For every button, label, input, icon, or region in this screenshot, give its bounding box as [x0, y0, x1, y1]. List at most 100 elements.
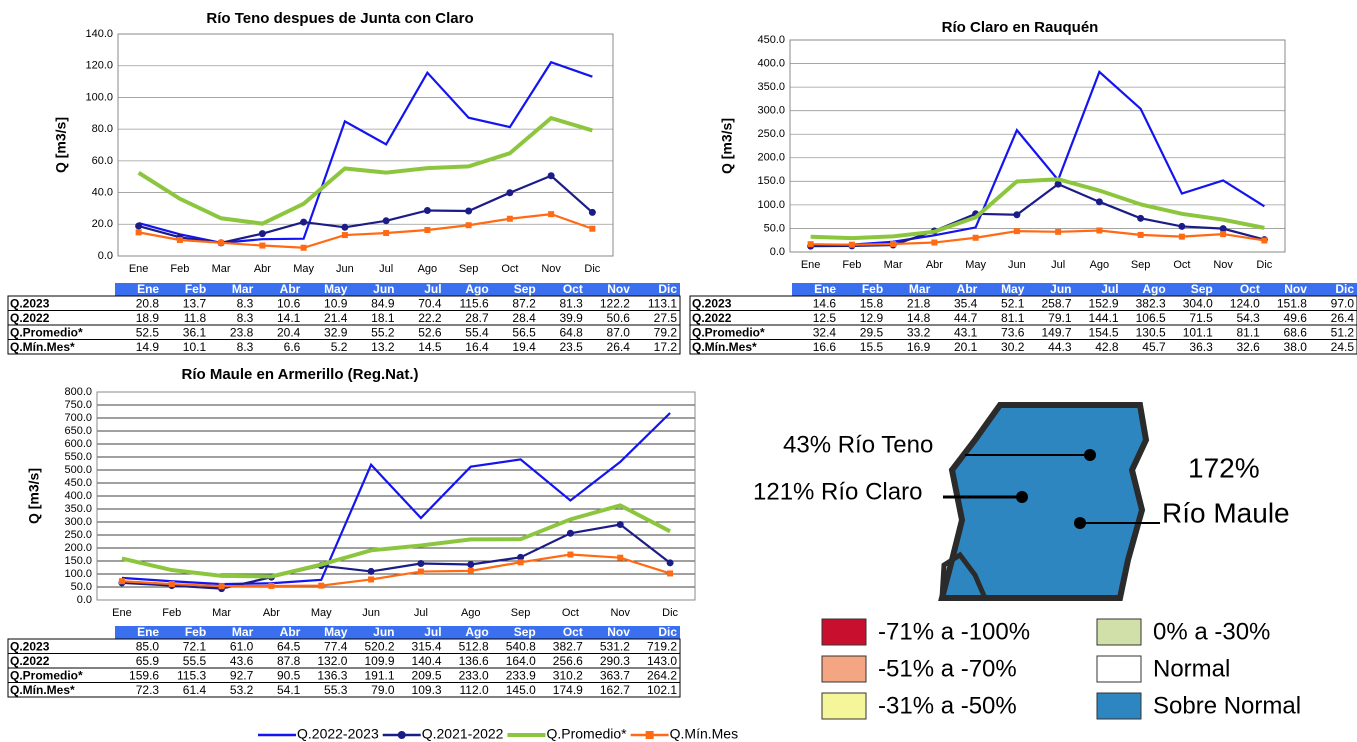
table-cell: 87.2 — [512, 296, 536, 310]
class-label: 0% a -30% — [1153, 618, 1270, 645]
table-cell: 382.7 — [553, 639, 583, 653]
point-marker — [424, 226, 431, 233]
table-cell: 97.0 — [1331, 296, 1355, 310]
table-cell: 72.1 — [183, 639, 207, 653]
table-header-cell: Mar — [232, 625, 254, 639]
series-line — [121, 412, 671, 586]
table-cell: 56.5 — [512, 325, 536, 339]
table-cell: 174.9 — [553, 683, 583, 697]
point-marker — [168, 581, 175, 588]
point-marker — [1095, 198, 1103, 206]
table-header-cell: Sep — [514, 282, 536, 296]
table-cell: 20.8 — [136, 296, 160, 310]
point-marker — [218, 239, 225, 246]
y-tick-label: 600.0 — [64, 438, 92, 450]
table-cell: 256.6 — [553, 654, 583, 668]
table-cell: 10.9 — [324, 296, 348, 310]
table-row-label: Q.2022 — [692, 311, 732, 325]
table-row — [7, 339, 681, 355]
table-cell: 8.3 — [237, 296, 254, 310]
table-cell: 109.9 — [364, 654, 394, 668]
x-tick-label: Jul — [1051, 259, 1065, 271]
table-cell: 81.1 — [1236, 325, 1260, 339]
table-cell: 54.1 — [277, 683, 301, 697]
x-tick-label: Oct — [501, 263, 518, 275]
table-cell: 363.7 — [600, 668, 630, 682]
x-tick-label: May — [965, 259, 986, 271]
table-header-cell: May — [324, 625, 348, 639]
table-cell: 71.5 — [1189, 311, 1213, 325]
table-cell: 21.4 — [324, 311, 348, 325]
x-tick-label: May — [311, 607, 332, 619]
table-cell: 61.0 — [230, 639, 254, 653]
plot-frame — [117, 33, 614, 257]
series-line — [810, 229, 1265, 246]
x-tick-label: Jul — [379, 263, 393, 275]
point-marker — [1055, 228, 1062, 235]
table-cell: 10.1 — [183, 340, 207, 354]
y-tick-label: 80.0 — [92, 123, 113, 135]
table-header-cell: Feb — [185, 625, 206, 639]
table-header-cell: Ago — [465, 282, 488, 296]
y-tick-label: 300.0 — [64, 516, 92, 528]
table-row-label: Q.Mín.Mes* — [10, 683, 75, 697]
table-header-cell: Ago — [1142, 282, 1165, 296]
point-marker — [341, 223, 349, 231]
table-cell: 10.6 — [277, 296, 301, 310]
table-cell: 719.2 — [647, 639, 677, 653]
x-tick-label: Feb — [170, 263, 189, 275]
class-label: -71% a -100% — [878, 618, 1030, 645]
point-marker — [517, 559, 524, 566]
table-header-cell: Oct — [1240, 282, 1260, 296]
table-cell: 149.7 — [1041, 325, 1071, 339]
table-cell: 29.5 — [860, 325, 884, 339]
table-cell: 18.9 — [136, 311, 160, 325]
table-cell: 112.0 — [460, 683, 489, 697]
point-marker — [589, 225, 596, 232]
point-marker — [383, 230, 390, 237]
x-tick-label: Dic — [584, 263, 600, 275]
table-cell: 264.2 — [647, 668, 677, 682]
class-swatch — [1096, 655, 1142, 683]
table-cell: 520.2 — [364, 639, 394, 653]
table-header-cell: Feb — [862, 282, 883, 296]
point-marker — [268, 582, 275, 589]
point-marker — [382, 217, 390, 225]
y-tick-label: 200.0 — [64, 542, 92, 554]
table-cell: 36.3 — [1189, 340, 1213, 354]
point-marker — [1178, 222, 1186, 230]
point-marker — [300, 244, 307, 251]
table-cell: 53.2 — [230, 683, 254, 697]
table-cell: 136.3 — [317, 668, 347, 682]
class-label: Normal — [1153, 655, 1230, 682]
y-tick-label: 50.0 — [71, 581, 92, 593]
table-cell: 16.4 — [465, 340, 489, 354]
table-cell: 64.5 — [277, 639, 301, 653]
table-row-label: Q.2023 — [10, 296, 50, 310]
class-swatch — [821, 618, 867, 646]
table-row — [7, 682, 681, 698]
table-header-cell: Dic — [658, 625, 677, 639]
y-tick-label: 450.0 — [64, 477, 92, 489]
station-dot — [1016, 491, 1028, 503]
point-marker — [1096, 227, 1103, 234]
x-tick-label: Mar — [212, 607, 231, 619]
y-axis-label: Q [m3/s] — [53, 117, 69, 173]
y-axis-label: Q [m3/s] — [719, 118, 735, 174]
class-swatch — [821, 692, 867, 720]
point-marker — [548, 211, 555, 218]
class-label: -31% a -50% — [878, 692, 1017, 719]
table-header-cell: Jun — [1050, 282, 1071, 296]
table-cell: 55.4 — [465, 325, 489, 339]
table-cell: 136.6 — [459, 654, 489, 668]
table-cell: 152.9 — [1089, 296, 1119, 310]
table-cell: 14.5 — [418, 340, 442, 354]
table-header-cell: Ene — [137, 625, 159, 639]
table-cell: 233.0 — [459, 668, 489, 682]
table-header-cell: Jul — [424, 625, 441, 639]
series-line — [121, 553, 671, 588]
table-row-label: Q.Promedio* — [692, 325, 765, 339]
y-tick-label: 40.0 — [92, 186, 113, 198]
table-header-cell: Mar — [909, 282, 931, 296]
legend-label: Q.2022-2023 — [297, 726, 379, 742]
